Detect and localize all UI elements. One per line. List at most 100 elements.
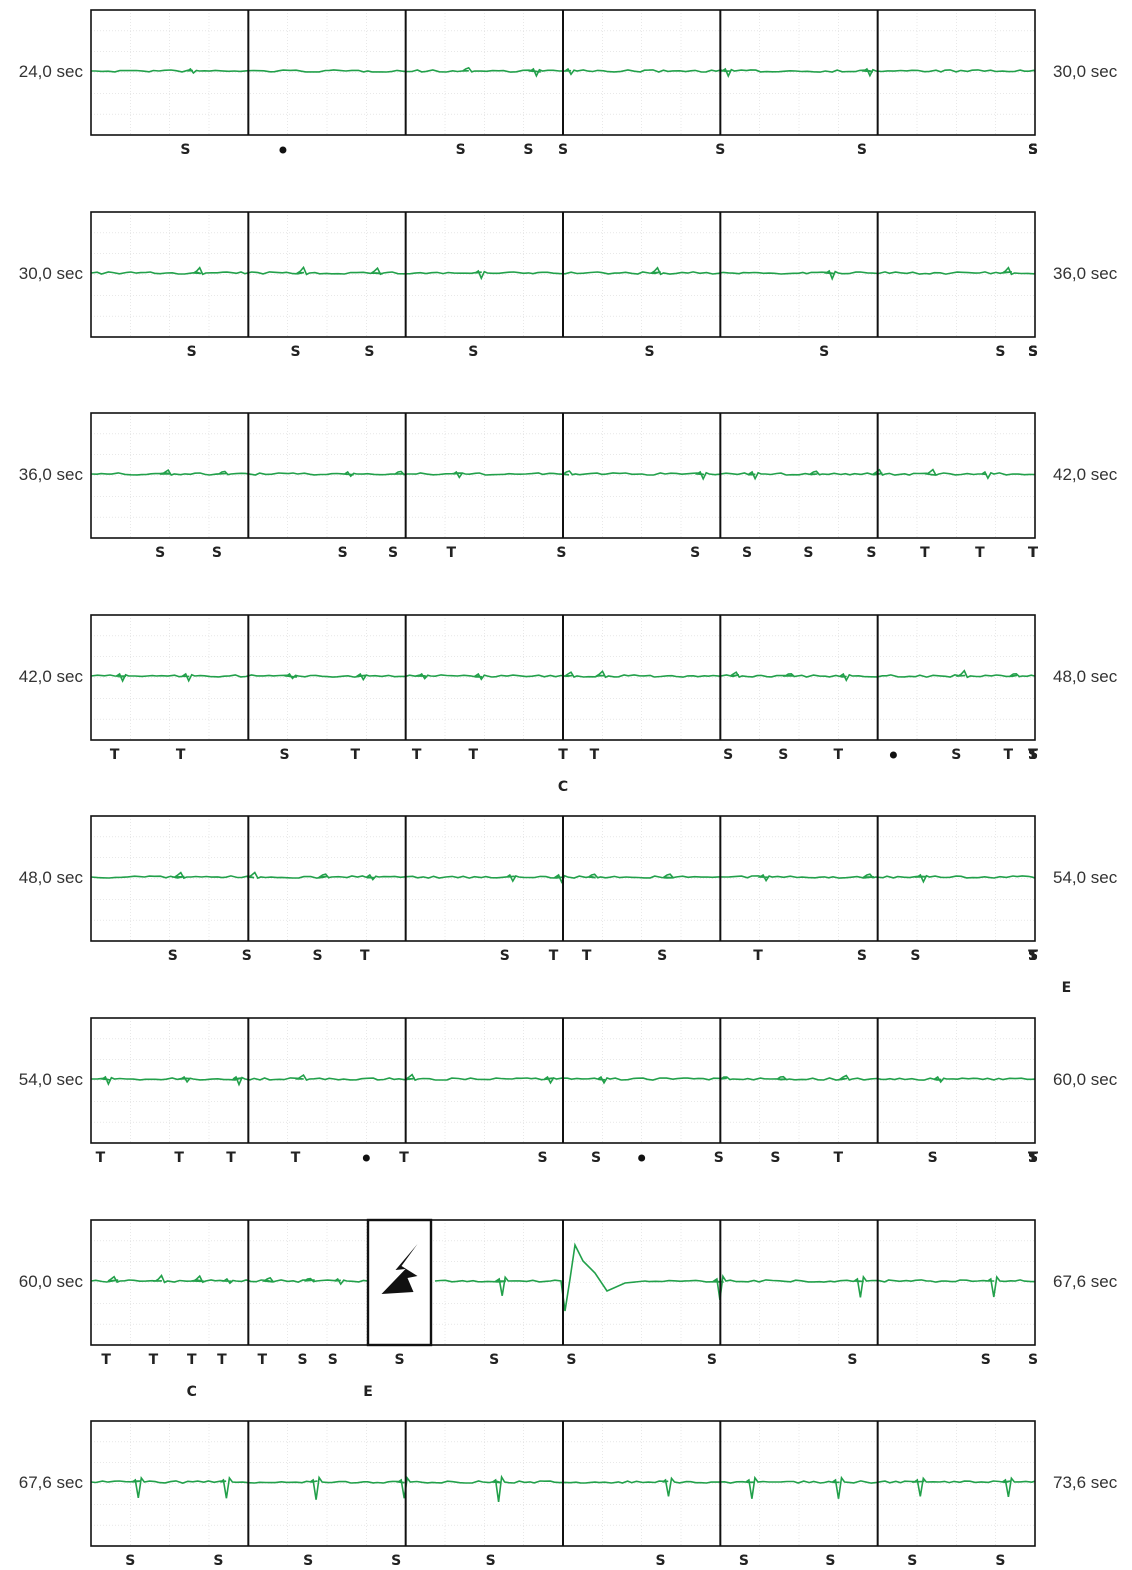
strip-start-time: 60,0 sec <box>19 1272 84 1291</box>
beat-mark: T <box>834 1150 844 1166</box>
beat-mark: S <box>1028 1352 1038 1368</box>
strip-end-time: 36,0 sec <box>1053 264 1118 283</box>
beat-mark-dot <box>362 1154 370 1162</box>
ecg-strip: 67,6 sec 73,6 sec S S S S S S S S S S <box>19 1420 1118 1569</box>
beat-mark: T <box>1028 747 1038 763</box>
strip-end-time: 30,0 sec <box>1053 62 1118 81</box>
beat-mark: T <box>187 1352 197 1368</box>
beat-mark: S <box>657 948 667 964</box>
beat-mark: S <box>328 1352 338 1368</box>
beat-mark: S <box>910 948 920 964</box>
beat-mark: T <box>399 1150 409 1166</box>
beat-mark: S <box>394 1352 404 1368</box>
beat-mark: S <box>591 1150 601 1166</box>
beat-mark: S <box>1028 948 1038 964</box>
beat-mark: S <box>995 344 1005 360</box>
beat-mark: S <box>338 545 348 561</box>
beat-mark: S <box>866 545 876 561</box>
strip-start-time: 48,0 sec <box>19 868 84 887</box>
beat-mark: T <box>412 747 422 763</box>
beat-mark: T <box>1028 948 1038 964</box>
beat-mark: S <box>1028 747 1038 763</box>
beat-mark: T <box>1028 545 1038 561</box>
beat-mark: S <box>1028 344 1038 360</box>
beat-mark: S <box>1028 747 1038 763</box>
beat-mark: S <box>1028 747 1038 763</box>
beat-mark: S <box>279 747 289 763</box>
ecg-trace <box>90 265 1036 281</box>
strip-border <box>90 1017 1036 1144</box>
beat-mark: T <box>1028 545 1038 561</box>
beat-mark: T <box>174 1150 184 1166</box>
beat-mark: S <box>1028 1150 1038 1166</box>
beat-mark: T <box>549 948 559 964</box>
beat-mark: T <box>1028 1150 1038 1166</box>
beat-mark: S <box>803 545 813 561</box>
beat-mark-dot <box>889 751 897 759</box>
beat-mark: S <box>558 142 568 158</box>
beat-mark: S <box>1028 344 1038 360</box>
beat-mark: T <box>1028 545 1038 561</box>
beat-mark-dot <box>279 146 287 154</box>
beat-mark: S <box>313 948 323 964</box>
strip-end-time: 48,0 sec <box>1053 667 1118 686</box>
beat-mark: S <box>489 1352 499 1368</box>
beat-mark: S <box>857 142 867 158</box>
beat-mark: T <box>1028 545 1038 561</box>
beat-mark: S <box>303 1553 313 1569</box>
beat-mark: T <box>920 545 930 561</box>
beat-mark: S <box>1028 948 1038 964</box>
beat-mark: T <box>1003 747 1013 763</box>
beat-mark: T <box>1028 545 1038 561</box>
beat-mark: T <box>1028 1150 1038 1166</box>
beat-mark: T <box>469 747 479 763</box>
beat-mark: S <box>213 1553 223 1569</box>
beat-mark: S <box>500 948 510 964</box>
strip-border <box>90 1420 1036 1547</box>
ecg-strip: 60,0 sec 67,6 sec T T T T T S S S S S S S S S C E <box>19 1218 1118 1400</box>
strip-end-time: 54,0 sec <box>1053 868 1118 887</box>
beat-mark: T <box>101 1352 111 1368</box>
beat-mark: S <box>1028 1150 1038 1166</box>
beat-mark: S <box>486 1553 496 1569</box>
beat-mark: T <box>1028 545 1038 561</box>
strip-border <box>90 815 1036 942</box>
beat-mark: T <box>257 1352 267 1368</box>
strip-start-time: 30,0 sec <box>19 264 84 283</box>
event-mark: E <box>1062 980 1072 996</box>
beat-mark: S <box>778 747 788 763</box>
beat-mark: S <box>566 1352 576 1368</box>
beat-mark: S <box>180 142 190 158</box>
beat-mark: S <box>655 1553 665 1569</box>
beat-mark: S <box>1028 948 1038 964</box>
beat-mark: S <box>1028 1150 1038 1166</box>
ecg-trace <box>90 1274 369 1286</box>
beat-mark: S <box>1028 747 1038 763</box>
beat-mark: S <box>388 545 398 561</box>
beat-mark: S <box>707 1352 717 1368</box>
beat-mark: T <box>360 948 370 964</box>
beat-mark: S <box>907 1553 917 1569</box>
beat-mark: S <box>714 1150 724 1166</box>
beat-mark: S <box>364 344 374 360</box>
strip-start-time: 54,0 sec <box>19 1070 84 1089</box>
strip-border <box>90 9 1036 136</box>
beat-mark: T <box>1028 545 1038 561</box>
beat-mark: T <box>351 747 361 763</box>
beat-mark: T <box>1028 1150 1038 1166</box>
beat-mark: S <box>644 344 654 360</box>
beat-mark: S <box>125 1553 135 1569</box>
beat-mark: S <box>847 1352 857 1368</box>
beat-mark: S <box>212 545 222 561</box>
ecg-trace <box>91 66 1036 78</box>
beat-mark: S <box>391 1553 401 1569</box>
beat-mark: T <box>753 948 763 964</box>
strip-start-time: 36,0 sec <box>19 465 84 484</box>
beat-mark: T <box>1028 545 1038 561</box>
event-mark: C <box>187 1384 197 1400</box>
